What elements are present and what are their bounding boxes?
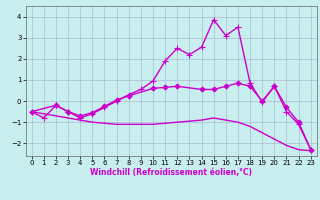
- X-axis label: Windchill (Refroidissement éolien,°C): Windchill (Refroidissement éolien,°C): [90, 168, 252, 177]
